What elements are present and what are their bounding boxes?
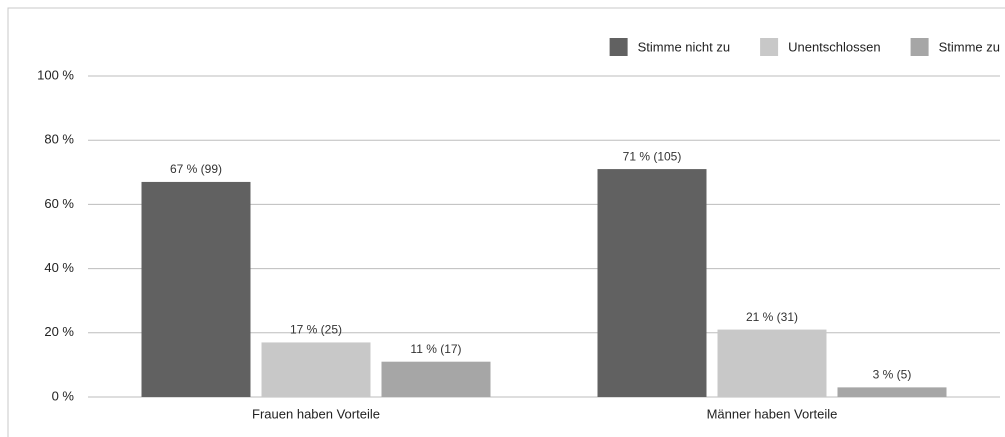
value-label: 3 % (5) (873, 368, 912, 382)
legend-label: Stimme zu (939, 39, 1000, 54)
bar (837, 387, 947, 397)
legend-label: Stimme nicht zu (638, 39, 730, 54)
frame (7, 7, 1005, 437)
y-tick-label: 40 % (44, 260, 74, 275)
value-label: 17 % (25) (290, 323, 342, 337)
y-tick-label: 80 % (44, 132, 74, 147)
bar (597, 169, 707, 397)
value-label: 71 % (105) (623, 149, 682, 163)
legend-label: Unentschlossen (788, 39, 881, 54)
legend-swatch (760, 38, 779, 56)
value-label: 21 % (31) (746, 310, 798, 324)
value-label: 67 % (99) (170, 162, 222, 176)
legend-swatch (609, 38, 628, 56)
bar (717, 329, 827, 397)
bar (381, 361, 491, 397)
y-tick-label: 100 % (37, 67, 74, 82)
value-label: 11 % (17) (410, 342, 461, 356)
y-tick-label: 60 % (44, 196, 74, 211)
x-tick-label: Frauen haben Vorteile (252, 406, 380, 421)
y-tick-label: 20 % (44, 324, 74, 339)
legend-swatch (910, 38, 929, 56)
y-tick-label: 0 % (52, 388, 75, 403)
bar (141, 181, 251, 397)
bar (261, 342, 371, 397)
x-tick-label: Männer haben Vorteile (707, 406, 838, 421)
